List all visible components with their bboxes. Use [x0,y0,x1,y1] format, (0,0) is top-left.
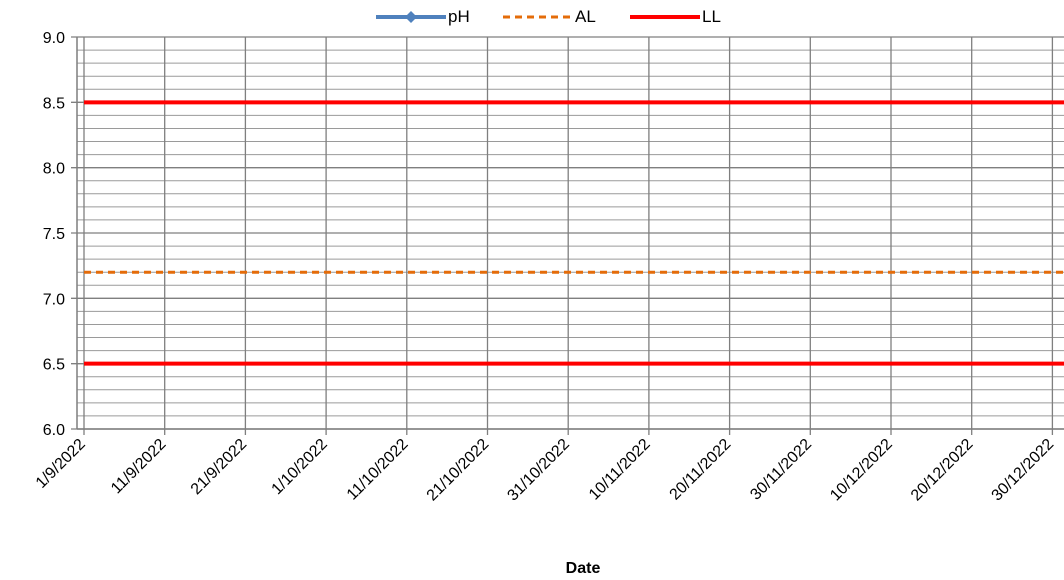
x-axis-title: Date [566,560,601,577]
x-tick-label: 11/10/2022 [344,436,412,504]
x-tick-labels: 1/9/2022 11/9/2022 21/9/2022 1/10/2022 11/10… [33,436,1058,505]
x-tick-label: 20/11/2022 [667,436,735,504]
legend-label-ph: pH [448,7,470,26]
x-tick-label: 11/9/2022 [108,436,170,498]
x-tick-label: 21/9/2022 [188,436,250,498]
legend-label-ll: LL [702,7,721,26]
x-tick-label: 1/9/2022 [33,436,89,492]
x-tick-label: 30/11/2022 [747,436,815,504]
x-tick-label: 31/10/2022 [504,436,573,505]
legend-item-ph: pH [376,4,470,30]
legend-item-ll: LL [630,4,721,30]
chart-axes [76,37,1064,430]
y-tick-label: 8.0 [43,161,65,178]
y-tick-label: 7.5 [43,226,65,243]
chart-series [84,100,1064,366]
chart-legend: pH AL LL [0,4,1064,30]
legend-swatch-ph-icon [376,11,446,23]
x-tick-label: 30/12/2022 [989,436,1058,505]
legend-swatch-ll-icon [630,15,700,19]
x-tick-label: 10/11/2022 [586,436,654,504]
y-tick-label: 6.0 [43,422,65,439]
y-tick-label: 8.5 [43,95,65,112]
x-tick-label: 1/10/2022 [269,436,331,498]
y-tick-label: 7.0 [43,291,65,308]
legend-item-al: AL [503,4,596,30]
x-tick-label: 10/12/2022 [827,436,896,505]
y-tick-labels: 6.0 6.5 7.0 7.5 8.0 8.5 9.0 [43,30,65,439]
legend-label-al: AL [575,7,596,26]
major-gridlines [71,36,1064,435]
y-tick-label: 9.0 [43,30,65,47]
x-tick-label: 20/12/2022 [908,436,977,505]
x-tick-label: 21/10/2022 [424,436,493,505]
y-tick-label: 6.5 [43,357,65,374]
